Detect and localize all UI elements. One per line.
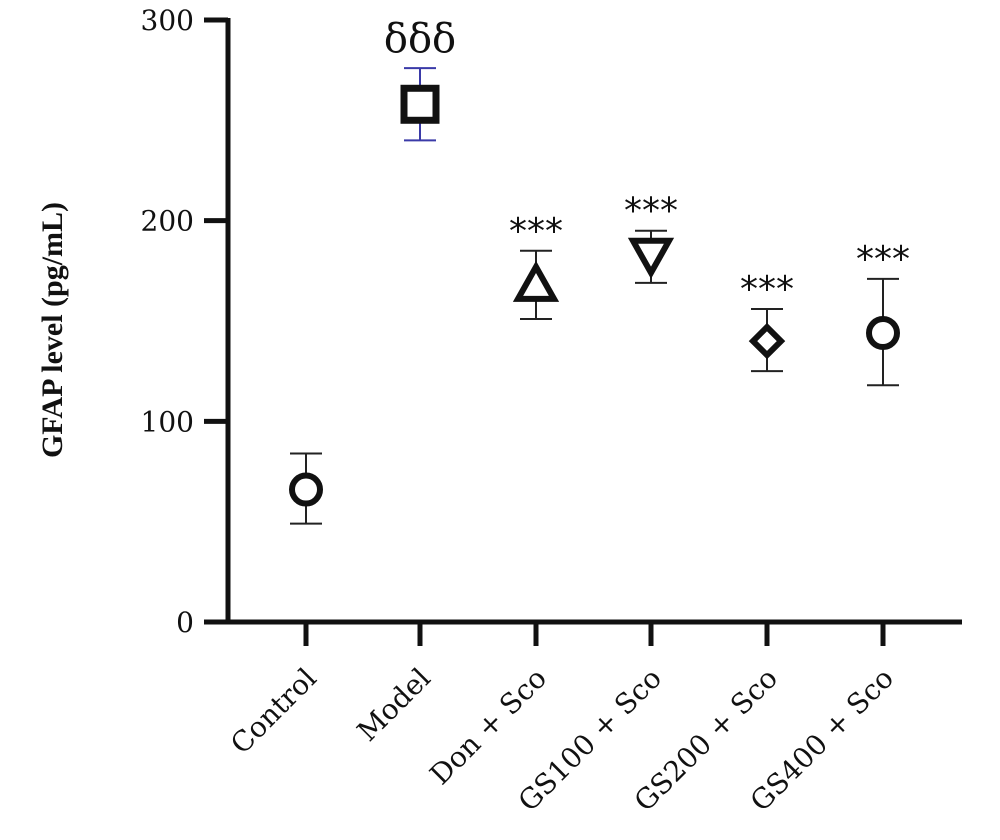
y-tick-label: 100 xyxy=(141,405,194,438)
significance-label: *** xyxy=(740,269,794,310)
data-point xyxy=(289,452,323,525)
x-tick-label: Model xyxy=(351,662,437,748)
diamond-icon xyxy=(748,322,786,360)
significance-label: *** xyxy=(856,239,910,280)
y-tick-label: 0 xyxy=(176,606,194,639)
marks: δδδ *** *** *** *** xyxy=(289,16,910,525)
circle-icon xyxy=(289,472,323,507)
data-point: *** xyxy=(509,211,563,320)
y-tick-label: 200 xyxy=(141,205,194,238)
significance-label: *** xyxy=(624,191,678,232)
data-point: *** xyxy=(856,239,910,387)
triangle-up-icon xyxy=(512,260,560,302)
square-icon xyxy=(400,84,440,124)
y-axis-title: GFAP level (pg/mL) xyxy=(36,202,69,458)
data-point: δδδ xyxy=(384,16,456,142)
significance-label: δδδ xyxy=(384,16,456,62)
significance-label: *** xyxy=(509,211,563,252)
y-tick-label: 300 xyxy=(141,4,194,37)
triangle-down-icon xyxy=(627,237,675,279)
data-point: *** xyxy=(624,191,678,284)
circle-icon xyxy=(866,316,900,351)
x-tick-label: Control xyxy=(224,662,323,761)
data-point: *** xyxy=(740,269,794,373)
